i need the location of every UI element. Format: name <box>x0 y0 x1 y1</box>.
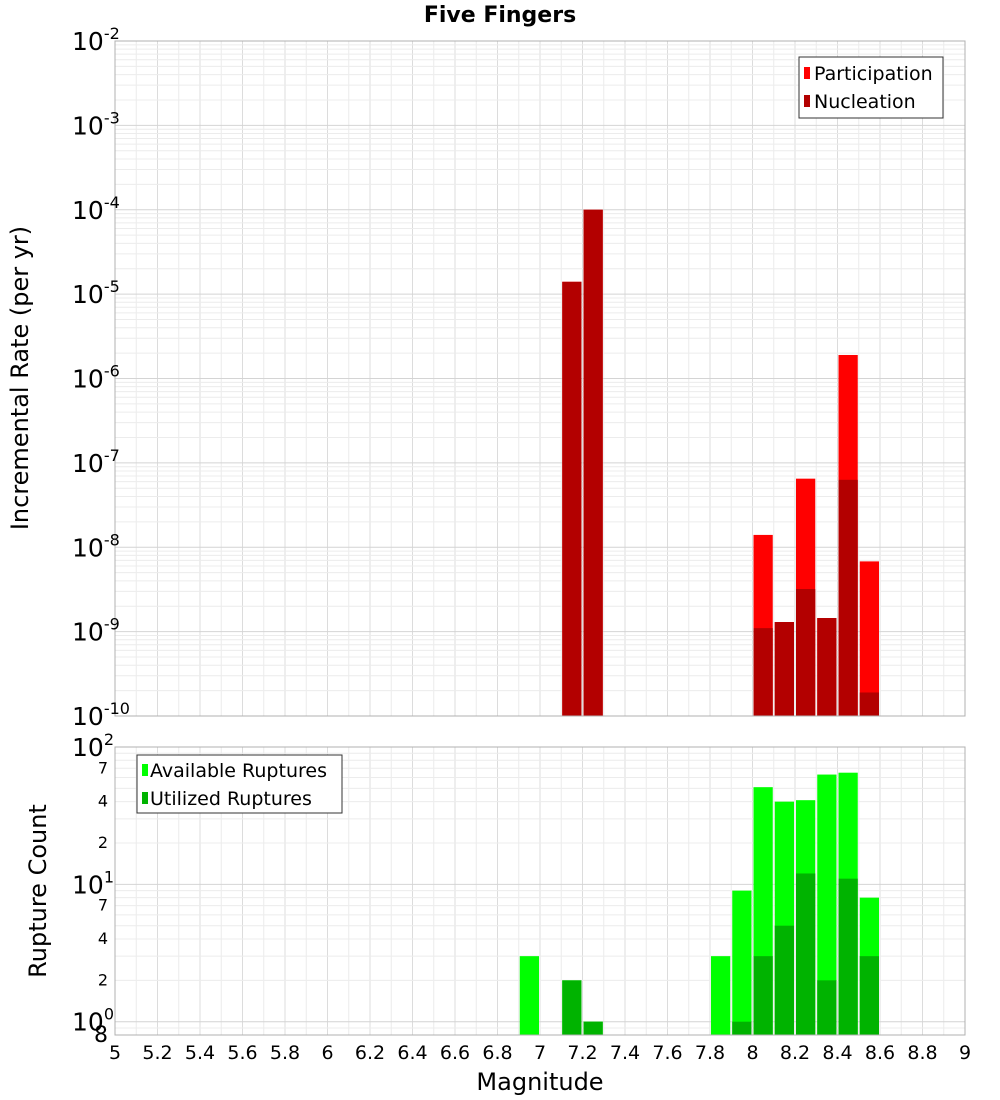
bottom-bar-utilized-ruptures <box>583 1021 603 1035</box>
top-y-tick-label: 10-7 <box>72 446 120 478</box>
bottom-legend: Available Ruptures Utilized Ruptures <box>136 754 343 814</box>
top-bar-participation <box>859 561 879 716</box>
bottom-y-tick-label: 7 <box>98 896 108 915</box>
legend-label-available-ruptures: Available Ruptures <box>150 760 327 782</box>
top-y-tick-label: 10-6 <box>72 362 120 394</box>
bottom-bar-utilized-ruptures <box>838 878 858 1035</box>
top-y-tick-label: 10-8 <box>72 530 120 562</box>
x-tick-label: 5 <box>109 1042 121 1064</box>
x-tick-label: 8.2 <box>780 1042 810 1064</box>
top-bar-nucleation <box>774 622 794 716</box>
top-y-tick-label: 10-3 <box>72 108 120 140</box>
top-bar-nucleation <box>753 628 773 716</box>
bottom-y-tick-label: 4 <box>98 792 108 811</box>
bottom-bar-available-ruptures <box>817 774 837 1035</box>
top-bar-nucleation <box>562 281 582 716</box>
top-bar-nucleation <box>583 209 603 716</box>
bottom-bar-utilized-ruptures <box>732 1021 752 1035</box>
bottom-bar-available-ruptures <box>519 956 539 1035</box>
x-tick-label: 7.2 <box>567 1042 597 1064</box>
top-y-tick-label: 10-4 <box>72 193 120 225</box>
top-legend-box <box>798 56 944 119</box>
top-bars <box>562 209 879 716</box>
top-gridlines <box>114 41 966 717</box>
x-tick-label: 8.8 <box>907 1042 937 1064</box>
x-tick-label: 9 <box>959 1042 971 1064</box>
x-tick-label: 6.2 <box>355 1042 385 1064</box>
bottom-y-tick-label: 2 <box>98 970 108 989</box>
top-y-tick-label: 10-2 <box>72 24 120 56</box>
x-axis-label: Magnitude <box>476 1068 603 1096</box>
bottom-plot-border <box>114 746 966 1036</box>
top-bar-nucleation <box>817 618 837 716</box>
x-tick-label: 5.4 <box>185 1042 215 1064</box>
bottom-y-axis-label: Rupture Count <box>24 804 52 978</box>
x-tick-label: 8 <box>746 1042 758 1064</box>
top-y-ticks: 10-10 10-9 10-8 10-7 10-6 10-5 10-4 10-3 10-2 <box>72 24 130 731</box>
bottom-y-tick-label: 102 <box>72 730 114 762</box>
bottom-bar-utilized-ruptures <box>774 925 794 1035</box>
x-tick-label: 5.8 <box>270 1042 300 1064</box>
x-tick-label: 7.4 <box>610 1042 640 1064</box>
x-tick-label: 7.6 <box>652 1042 682 1064</box>
bottom-bar-utilized-ruptures <box>796 873 816 1035</box>
top-legend: Participation Nucleation <box>798 56 944 119</box>
bottom-bars <box>519 772 879 1035</box>
x-tick-label: 7 <box>534 1042 546 1064</box>
x-tick-label: 5.2 <box>142 1042 172 1064</box>
bottom-bar-utilized-ruptures <box>817 980 837 1035</box>
bottom-bar-available-ruptures <box>732 890 752 1035</box>
x-tick-label: 6.8 <box>482 1042 512 1064</box>
bottom-y-tick-label: 7 <box>98 758 108 777</box>
chart-title: Five Fingers <box>424 3 576 28</box>
top-plot-border <box>114 40 966 717</box>
bottom-bar-utilized-ruptures <box>562 980 582 1035</box>
top-bar-nucleation <box>838 479 858 716</box>
legend-label-nucleation: Nucleation <box>814 91 916 113</box>
bottom-y-tick-label: 101 <box>72 867 114 899</box>
bottom-y-tick-label: 4 <box>98 929 108 948</box>
bottom-legend-box <box>136 754 343 814</box>
bottom-y-tick-label: 8 <box>94 1023 108 1048</box>
top-bar-nucleation <box>796 589 816 716</box>
x-ticks: 5 5.2 5.4 5.6 5.8 6 6.2 6.4 6.6 6.8 7 7.2 7.4 7.6 7.8 8… <box>109 1042 971 1064</box>
x-tick-label: 7.8 <box>695 1042 725 1064</box>
top-y-tick-label: 10-5 <box>72 277 120 309</box>
legend-swatch-utilized-ruptures <box>142 792 148 804</box>
top-y-tick-label: 10-9 <box>72 615 120 647</box>
bottom-bar-available-ruptures <box>711 956 731 1035</box>
legend-swatch-nucleation <box>804 95 810 107</box>
top-bar-nucleation <box>859 692 879 716</box>
x-tick-label: 6.4 <box>397 1042 427 1064</box>
bottom-bar-utilized-ruptures <box>859 956 879 1035</box>
bottom-bar-utilized-ruptures <box>753 956 773 1035</box>
legend-label-participation: Participation <box>814 63 933 85</box>
x-tick-label: 8.6 <box>865 1042 895 1064</box>
bottom-y-tick-label: 100 <box>72 1005 114 1037</box>
legend-swatch-participation <box>804 67 810 79</box>
bottom-y-tick-label: 2 <box>98 833 108 852</box>
top-plot: 10-10 10-9 10-8 10-7 10-6 10-5 10-4 10-3 10-2 Par… <box>72 24 966 731</box>
x-tick-label: 8.4 <box>822 1042 852 1064</box>
top-y-tick-label: 10-10 <box>72 699 130 731</box>
x-tick-label: 6 <box>321 1042 333 1064</box>
legend-swatch-available-ruptures <box>142 764 148 776</box>
x-tick-label: 6.6 <box>440 1042 470 1064</box>
x-tick-label: 5.6 <box>227 1042 257 1064</box>
legend-label-utilized-ruptures: Utilized Ruptures <box>150 788 312 810</box>
top-y-axis-label: Incremental Rate (per yr) <box>6 226 34 530</box>
